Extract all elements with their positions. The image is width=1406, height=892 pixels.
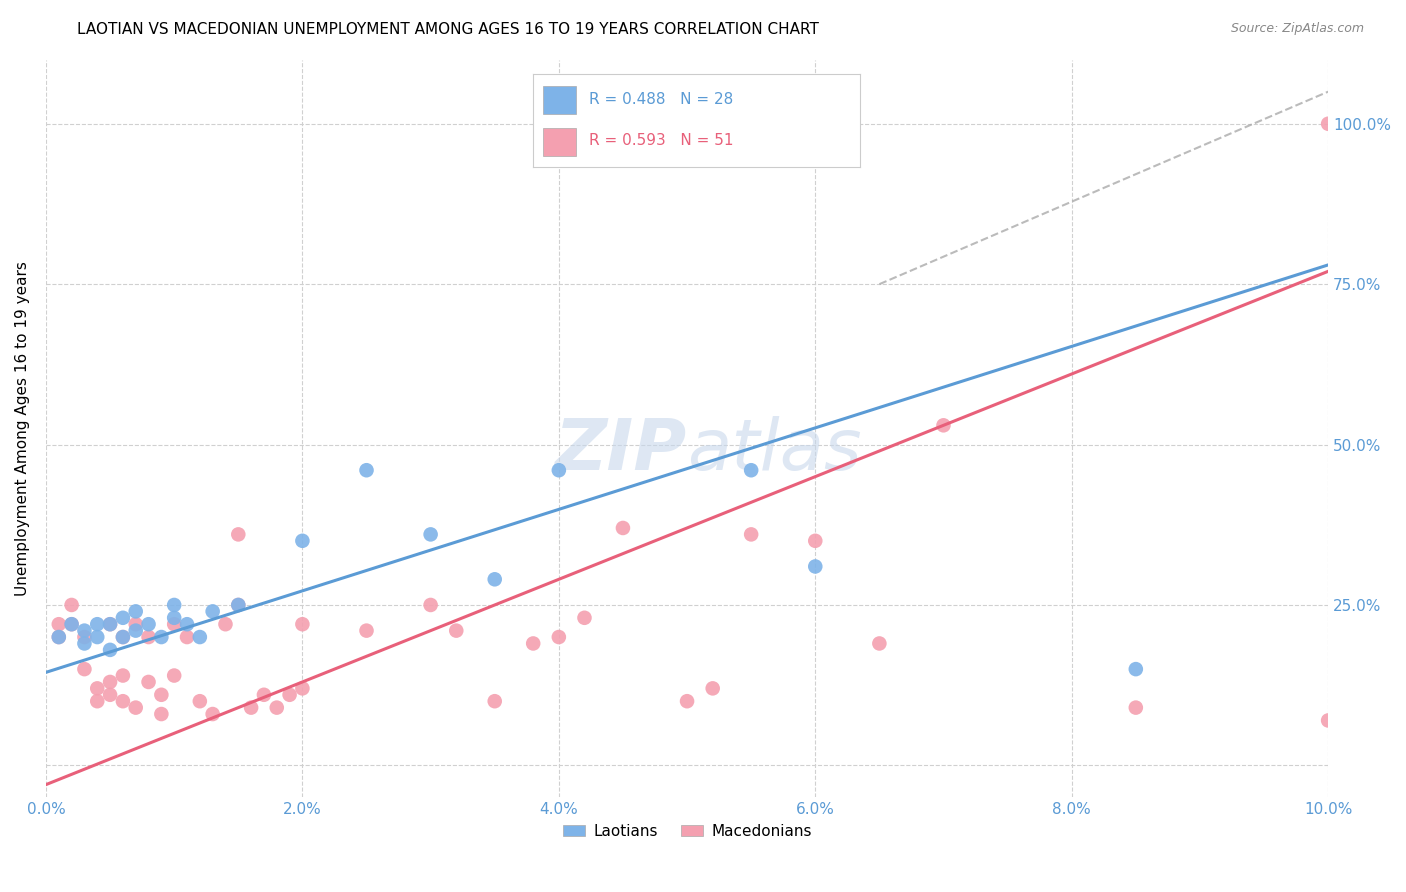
Point [446, 624, 468, 638]
Point [73, 624, 96, 638]
Point [226, 527, 249, 541]
Point [163, 598, 186, 612]
Point [60, 598, 83, 612]
Point [125, 604, 148, 618]
Point [176, 630, 198, 644]
Point [125, 624, 148, 638]
Point [278, 688, 301, 702]
Point [484, 694, 506, 708]
Point [73, 662, 96, 676]
Point [188, 630, 211, 644]
Point [266, 700, 288, 714]
Point [1125, 700, 1147, 714]
Legend: Laotians, Macedonians: Laotians, Macedonians [557, 818, 818, 845]
Point [60, 617, 83, 632]
Point [740, 463, 762, 477]
Point [111, 668, 134, 682]
Point [60, 617, 83, 632]
Point [150, 706, 173, 721]
Y-axis label: Unemployment Among Ages 16 to 19 years: Unemployment Among Ages 16 to 19 years [15, 261, 30, 596]
Point [419, 598, 441, 612]
Point [226, 598, 249, 612]
Point [253, 688, 276, 702]
Point [1317, 714, 1340, 728]
Point [740, 527, 762, 541]
Point [804, 559, 827, 574]
Point [98, 617, 121, 632]
Point [48, 630, 70, 644]
Point [612, 521, 634, 535]
Point [48, 630, 70, 644]
Point [240, 700, 263, 714]
Point [226, 598, 249, 612]
Point [1317, 117, 1340, 131]
Point [86, 617, 108, 632]
Point [163, 617, 186, 632]
Point [125, 617, 148, 632]
Text: LAOTIAN VS MACEDONIAN UNEMPLOYMENT AMONG AGES 16 TO 19 YEARS CORRELATION CHART: LAOTIAN VS MACEDONIAN UNEMPLOYMENT AMONG… [77, 22, 820, 37]
Point [484, 572, 506, 586]
Point [111, 611, 134, 625]
Text: atlas: atlas [688, 417, 862, 485]
Point [163, 611, 186, 625]
Point [73, 630, 96, 644]
Point [419, 527, 441, 541]
Point [547, 630, 569, 644]
Point [111, 694, 134, 708]
Point [676, 694, 699, 708]
Point [214, 617, 236, 632]
Point [356, 463, 378, 477]
Text: ZIP: ZIP [555, 417, 688, 485]
Point [201, 604, 224, 618]
Point [150, 630, 173, 644]
Point [932, 418, 955, 433]
Point [125, 700, 148, 714]
Point [702, 681, 724, 696]
Point [138, 617, 160, 632]
Point [1125, 662, 1147, 676]
Point [176, 617, 198, 632]
Point [201, 706, 224, 721]
Point [86, 630, 108, 644]
Text: Source: ZipAtlas.com: Source: ZipAtlas.com [1230, 22, 1364, 36]
Point [522, 636, 544, 650]
Point [138, 675, 160, 690]
Point [291, 533, 314, 548]
Point [98, 617, 121, 632]
Point [574, 611, 596, 625]
Point [48, 617, 70, 632]
Point [356, 624, 378, 638]
Point [86, 681, 108, 696]
Point [291, 617, 314, 632]
Point [111, 630, 134, 644]
Point [98, 688, 121, 702]
Point [111, 630, 134, 644]
Point [163, 668, 186, 682]
Point [868, 636, 890, 650]
Point [150, 688, 173, 702]
Point [188, 694, 211, 708]
Point [98, 675, 121, 690]
Point [98, 643, 121, 657]
Point [291, 681, 314, 696]
Point [86, 694, 108, 708]
Point [73, 636, 96, 650]
Point [138, 630, 160, 644]
Point [547, 463, 569, 477]
Point [804, 533, 827, 548]
